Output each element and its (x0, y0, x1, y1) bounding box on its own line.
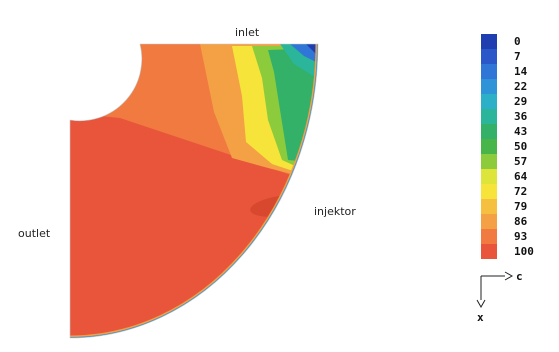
legend-swatch (481, 214, 497, 229)
injector-label: injektor (314, 205, 356, 218)
legend-swatch (481, 154, 497, 169)
legend-tick-label: 0 (514, 35, 521, 48)
legend-swatch (481, 244, 497, 259)
region-blue (290, 44, 318, 66)
axis-horizontal-arrow (504, 271, 514, 281)
legend-tick-label: 72 (514, 185, 527, 198)
legend-swatch (481, 229, 497, 244)
legend-tick-label: 100 (514, 245, 534, 258)
legend-tick-label: 7 (514, 50, 521, 63)
legend-swatch (481, 109, 497, 124)
sector-outline (69, 43, 319, 339)
sector-contour-plot (69, 43, 319, 339)
injector-plume-core (286, 194, 306, 206)
legend-swatch (481, 49, 497, 64)
legend-tick-label: 93 (514, 230, 527, 243)
legend-swatch (481, 34, 497, 49)
region-teal (280, 44, 318, 80)
legend-swatch (481, 184, 497, 199)
region-deep-blue (306, 44, 318, 56)
axis-vertical-arrow (476, 299, 486, 309)
legend-tick-label: 36 (514, 110, 528, 123)
axis-horizontal-label: c (516, 270, 523, 283)
color-legend: 0 7 14 22 29 36 43 50 57 64 72 79 86 93 100 (481, 34, 534, 259)
axis-indicator: c x (476, 270, 523, 324)
legend-tick-label: 43 (514, 125, 527, 138)
legend-tick-label: 86 (514, 215, 528, 228)
axis-vertical-label: x (477, 311, 484, 324)
legend-tick-label: 14 (514, 65, 528, 78)
legend-tick-label: 79 (514, 200, 527, 213)
legend-tick-label: 57 (514, 155, 527, 168)
legend-tick-label: 64 (514, 170, 528, 183)
legend-swatch (481, 124, 497, 139)
legend-swatch (481, 139, 497, 154)
legend-tick-label: 29 (514, 95, 527, 108)
legend-swatch (481, 94, 497, 109)
legend-swatch (481, 64, 497, 79)
legend-swatch (481, 199, 497, 214)
inlet-label: inlet (235, 26, 260, 39)
legend-tick-label: 50 (514, 140, 527, 153)
legend-tick-label: 22 (514, 80, 527, 93)
legend-swatch (481, 79, 497, 94)
legend-swatch (481, 169, 497, 184)
outlet-label: outlet (18, 227, 51, 240)
